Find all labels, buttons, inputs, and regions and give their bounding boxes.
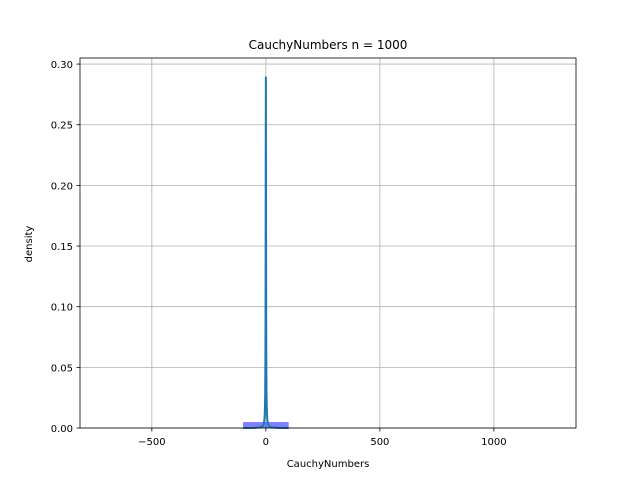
- density-curve-layer: [243, 76, 289, 429]
- y-tick-label: 0.25: [51, 121, 73, 132]
- y-tick-label: 0.00: [51, 424, 73, 435]
- chart-title: CauchyNumbers n = 1000: [249, 38, 408, 52]
- x-tick-label: 1000: [481, 437, 506, 448]
- y-axis-label: density: [24, 226, 35, 263]
- density-curve: [243, 76, 289, 429]
- x-axis-ticks: −500 0 500 1000: [138, 428, 507, 448]
- plot-frame: [79, 57, 577, 429]
- x-tick-label: 0: [263, 437, 269, 448]
- histogram-bars: [243, 422, 289, 428]
- x-axis-label: CauchyNumbers: [287, 459, 370, 470]
- y-axis-ticks: 0.00 0.05 0.10 0.15 0.20 0.25 0.30: [51, 60, 80, 435]
- histogram-bar: [243, 422, 289, 428]
- x-tick-label: −500: [138, 437, 165, 448]
- y-tick-label: 0.20: [51, 181, 73, 192]
- y-tick-label: 0.30: [51, 60, 73, 71]
- x-tick-label: 500: [370, 437, 389, 448]
- y-tick-label: 0.10: [51, 303, 73, 314]
- y-tick-label: 0.15: [51, 242, 73, 253]
- y-tick-label: 0.05: [51, 363, 73, 374]
